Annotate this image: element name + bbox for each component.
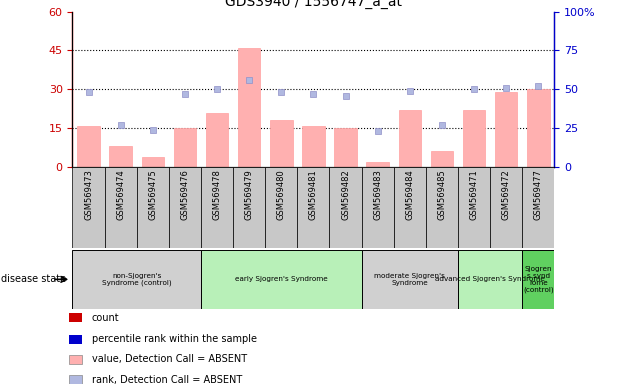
Bar bbox=[490, 167, 522, 248]
Text: GSM569476: GSM569476 bbox=[180, 169, 190, 220]
Bar bbox=[495, 92, 517, 167]
Bar bbox=[201, 250, 362, 309]
Bar bbox=[431, 152, 453, 167]
Bar bbox=[201, 167, 233, 248]
Text: GSM569480: GSM569480 bbox=[277, 169, 286, 220]
Text: moderate Sjogren's
Syndrome: moderate Sjogren's Syndrome bbox=[374, 273, 445, 286]
Bar bbox=[142, 157, 164, 167]
Bar bbox=[329, 167, 362, 248]
Text: GSM569481: GSM569481 bbox=[309, 169, 318, 220]
Bar bbox=[270, 121, 292, 167]
Text: GSM569482: GSM569482 bbox=[341, 169, 350, 220]
Bar bbox=[72, 167, 105, 248]
Text: GSM569478: GSM569478 bbox=[212, 169, 222, 220]
Bar bbox=[233, 167, 265, 248]
Text: Sjogren
s synd
rome
(control): Sjogren s synd rome (control) bbox=[523, 266, 554, 293]
Bar bbox=[335, 128, 357, 167]
Bar bbox=[206, 113, 228, 167]
Bar bbox=[527, 89, 549, 167]
Text: early Sjogren's Syndrome: early Sjogren's Syndrome bbox=[235, 276, 328, 282]
Bar bbox=[105, 167, 137, 248]
Bar bbox=[69, 313, 83, 322]
Text: GSM569473: GSM569473 bbox=[84, 169, 93, 220]
Text: GSM569477: GSM569477 bbox=[534, 169, 543, 220]
Bar bbox=[522, 167, 554, 248]
Bar bbox=[394, 167, 426, 248]
Bar bbox=[69, 375, 83, 384]
Text: GSM569484: GSM569484 bbox=[405, 169, 415, 220]
Bar bbox=[72, 250, 201, 309]
Bar bbox=[238, 48, 260, 167]
Text: rank, Detection Call = ABSENT: rank, Detection Call = ABSENT bbox=[92, 375, 242, 384]
Bar bbox=[463, 110, 485, 167]
Text: GSM569471: GSM569471 bbox=[469, 169, 479, 220]
Bar bbox=[458, 250, 522, 309]
Text: GSM569475: GSM569475 bbox=[148, 169, 158, 220]
Text: GSM569472: GSM569472 bbox=[501, 169, 511, 220]
Bar bbox=[265, 167, 297, 248]
Bar bbox=[137, 167, 169, 248]
Bar bbox=[297, 167, 329, 248]
Bar bbox=[169, 167, 201, 248]
Bar bbox=[110, 146, 132, 167]
Bar bbox=[77, 126, 100, 167]
Bar bbox=[522, 250, 554, 309]
Bar bbox=[174, 128, 196, 167]
Bar bbox=[302, 126, 324, 167]
Bar bbox=[362, 167, 394, 248]
Bar bbox=[367, 162, 389, 167]
Text: percentile rank within the sample: percentile rank within the sample bbox=[92, 334, 257, 344]
Bar bbox=[362, 250, 458, 309]
Text: GSM569479: GSM569479 bbox=[244, 169, 254, 220]
Text: GSM569485: GSM569485 bbox=[437, 169, 447, 220]
Bar bbox=[399, 110, 421, 167]
Text: non-Sjogren's
Syndrome (control): non-Sjogren's Syndrome (control) bbox=[102, 273, 171, 286]
Text: advanced Sjogren's Syndrome: advanced Sjogren's Syndrome bbox=[435, 276, 545, 282]
Text: GSM569483: GSM569483 bbox=[373, 169, 382, 220]
Bar bbox=[69, 355, 83, 364]
Bar bbox=[458, 167, 490, 248]
Title: GDS3940 / 1556747_a_at: GDS3940 / 1556747_a_at bbox=[225, 0, 402, 9]
Bar bbox=[426, 167, 458, 248]
Bar bbox=[69, 335, 83, 344]
Text: GSM569474: GSM569474 bbox=[116, 169, 125, 220]
Text: disease state: disease state bbox=[1, 274, 66, 285]
Text: value, Detection Call = ABSENT: value, Detection Call = ABSENT bbox=[92, 354, 247, 364]
Text: count: count bbox=[92, 313, 120, 323]
